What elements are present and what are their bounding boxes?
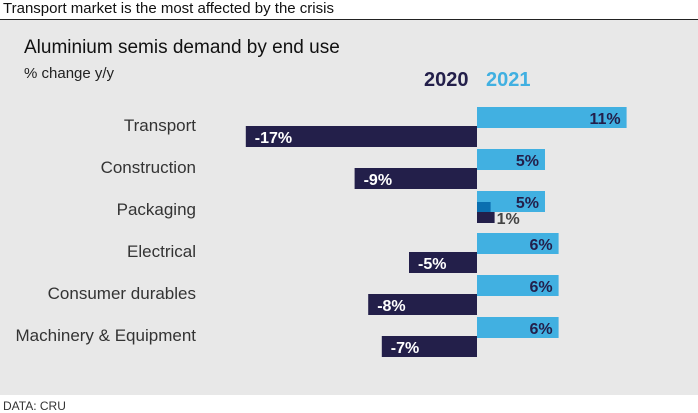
category-label-consumer-durables: Consumer durables — [48, 284, 196, 303]
bar-label-2021-construction: 5% — [516, 153, 539, 170]
category-label-transport: Transport — [124, 116, 196, 135]
bar-label-2020-consumer-durables: -8% — [377, 298, 405, 315]
bar-label-2020-electrical: -5% — [418, 256, 446, 273]
headline: Transport market is the most affected by… — [3, 0, 334, 17]
chart-panel — [0, 20, 698, 395]
source-note: DATA: CRU — [3, 399, 66, 413]
bar-label-2021-machinery-and-equipment: 6% — [529, 321, 552, 338]
legend-2021: 2021 — [486, 69, 531, 91]
bar-2021-packaging — [477, 191, 545, 212]
bar-label-2021-electrical: 6% — [529, 237, 552, 254]
category-label-electrical: Electrical — [127, 242, 196, 261]
bar-label-2021-transport: 11% — [589, 111, 620, 128]
bar-label-2020-machinery-and-equipment: -7% — [391, 340, 419, 357]
bar-2020-consumer-durables — [368, 294, 477, 315]
bar-2021-construction — [477, 149, 545, 170]
bar-2020-packaging — [477, 212, 495, 223]
category-label-construction: Construction — [101, 158, 196, 177]
bar-2021-electrical — [477, 233, 559, 254]
bar-label-2021-consumer-durables: 6% — [529, 279, 552, 296]
bar-label-2020-construction: -9% — [364, 172, 392, 189]
bar-2020-transport — [245, 126, 477, 147]
bar-2020-construction — [354, 168, 477, 189]
legend-2020: 2020 — [424, 69, 469, 91]
bar-label-2020-transport: -17% — [255, 130, 292, 147]
category-label-machinery-and-equipment: Machinery & Equipment — [16, 326, 197, 345]
chart-title: Aluminium semis demand by end use — [24, 37, 340, 58]
bar-2020-electrical — [409, 252, 477, 273]
bar-2021-transport — [477, 107, 627, 128]
bar-2021-inner-packaging — [477, 202, 491, 212]
bar-2021-consumer-durables — [477, 275, 559, 296]
bar-2020-machinery-and-equipment — [381, 336, 477, 357]
bar-label-2020-packaging: 1% — [497, 211, 520, 228]
chart-subtitle: % change y/y — [24, 65, 115, 82]
bar-label-2021-packaging: 5% — [516, 195, 539, 212]
category-label-packaging: Packaging — [117, 200, 196, 219]
headline-divider — [0, 19, 698, 20]
bar-2021-machinery-and-equipment — [477, 317, 559, 338]
